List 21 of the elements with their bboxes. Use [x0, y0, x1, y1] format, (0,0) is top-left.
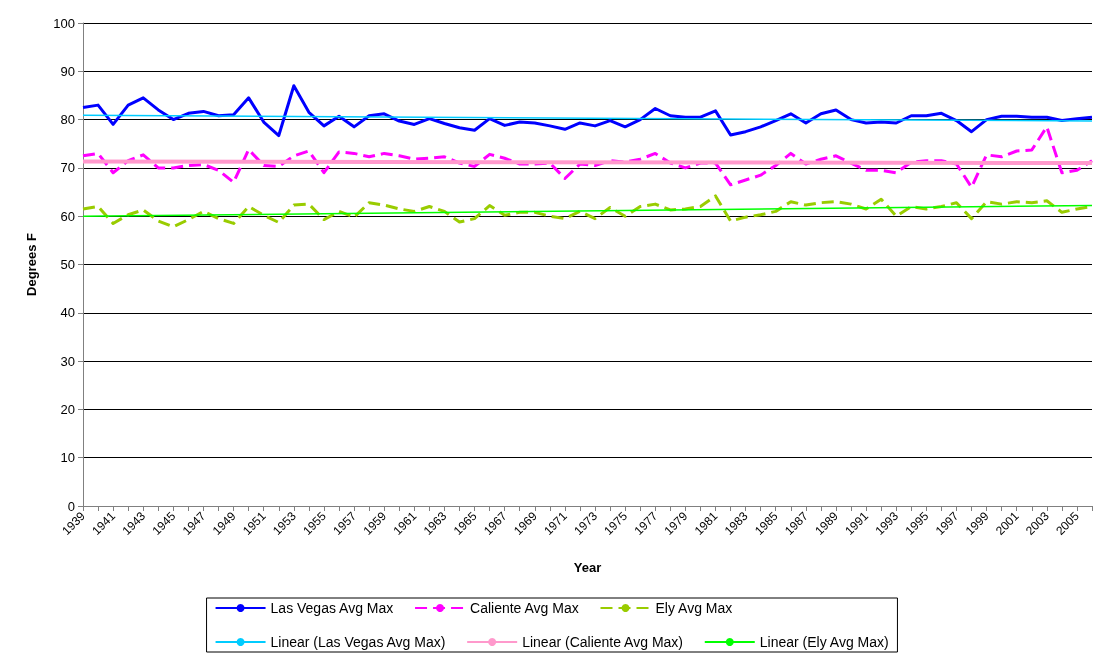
y-tick-label: 0 [67, 498, 75, 514]
y-axis-title: Degrees F [24, 233, 39, 296]
legend-label: Linear (Caliente Avg Max) [522, 634, 683, 650]
y-tick-label: 40 [60, 305, 75, 321]
legend-label: Caliente Avg Max [470, 600, 579, 616]
legend-label: Las Vegas Avg Max [270, 600, 394, 616]
legend-label: Linear (Las Vegas Avg Max) [270, 634, 446, 650]
y-tick-label: 70 [60, 160, 75, 176]
x-axis-title: Year [573, 560, 602, 575]
legend-label: Linear (Ely Avg Max) [759, 634, 889, 650]
y-tick-label: 30 [60, 353, 75, 369]
line-series [81, 125, 1094, 189]
y-tick-label: 90 [60, 63, 75, 79]
y-tick-label: 50 [60, 257, 75, 272]
y-tick-label: 10 [60, 450, 75, 466]
y-tick-label: 20 [60, 401, 75, 417]
legend-label: Ely Avg Max [655, 600, 733, 616]
y-tick-label: 100 [53, 15, 75, 31]
y-tick-label: 60 [60, 208, 75, 224]
y-tick-label: 80 [60, 112, 75, 128]
line-series [81, 84, 1094, 138]
